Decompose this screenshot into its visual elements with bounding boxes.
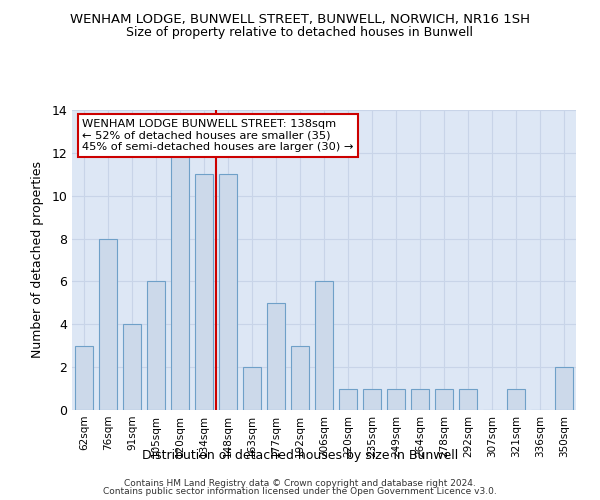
- Bar: [171, 153, 189, 410]
- Bar: [507, 388, 525, 410]
- Text: Size of property relative to detached houses in Bunwell: Size of property relative to detached ho…: [127, 26, 473, 39]
- Bar: [123, 324, 141, 410]
- Bar: [291, 346, 309, 410]
- Bar: [75, 346, 93, 410]
- Text: Contains HM Land Registry data © Crown copyright and database right 2024.: Contains HM Land Registry data © Crown c…: [124, 478, 476, 488]
- Text: Distribution of detached houses by size in Bunwell: Distribution of detached houses by size …: [142, 448, 458, 462]
- Bar: [339, 388, 357, 410]
- Bar: [219, 174, 237, 410]
- Bar: [555, 367, 573, 410]
- Bar: [267, 303, 285, 410]
- Bar: [147, 282, 165, 410]
- Text: WENHAM LODGE BUNWELL STREET: 138sqm
← 52% of detached houses are smaller (35)
45: WENHAM LODGE BUNWELL STREET: 138sqm ← 52…: [82, 119, 353, 152]
- Bar: [387, 388, 405, 410]
- Bar: [435, 388, 453, 410]
- Bar: [99, 238, 117, 410]
- Bar: [459, 388, 477, 410]
- Text: WENHAM LODGE, BUNWELL STREET, BUNWELL, NORWICH, NR16 1SH: WENHAM LODGE, BUNWELL STREET, BUNWELL, N…: [70, 12, 530, 26]
- Bar: [363, 388, 381, 410]
- Bar: [243, 367, 261, 410]
- Y-axis label: Number of detached properties: Number of detached properties: [31, 162, 44, 358]
- Bar: [195, 174, 213, 410]
- Text: Contains public sector information licensed under the Open Government Licence v3: Contains public sector information licen…: [103, 487, 497, 496]
- Bar: [315, 282, 333, 410]
- Bar: [411, 388, 429, 410]
